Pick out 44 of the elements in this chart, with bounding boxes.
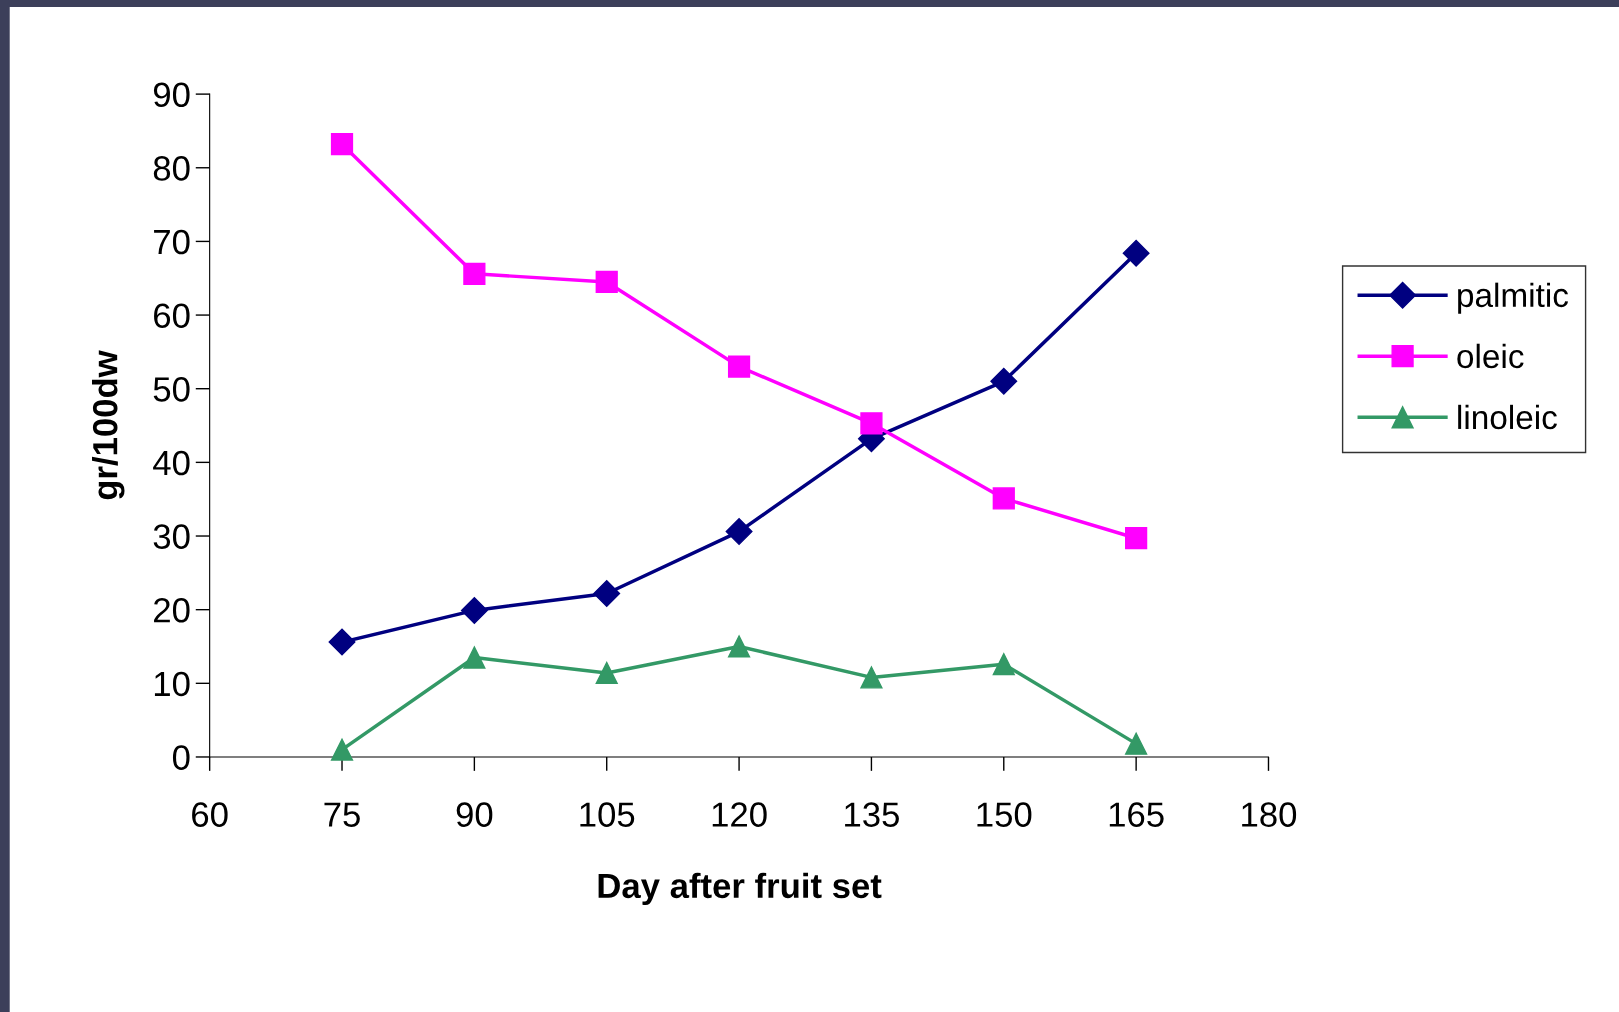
x-axis-title: Day after fruit set xyxy=(598,872,882,906)
x-tick-label: 165 xyxy=(1109,802,1164,827)
point xyxy=(595,661,618,685)
y-tick-label: 30 xyxy=(153,524,190,549)
y-tick-label: 90 xyxy=(153,82,190,108)
legend-label: oleic xyxy=(1457,343,1524,369)
point xyxy=(1125,732,1148,755)
y-tick-label: 80 xyxy=(153,156,190,181)
point xyxy=(463,262,486,285)
point xyxy=(725,518,753,546)
point xyxy=(1125,527,1148,550)
point xyxy=(860,412,883,435)
point xyxy=(1122,239,1150,267)
x-tick-label: 75 xyxy=(324,802,360,827)
point xyxy=(328,628,356,656)
x-tick-label: 120 xyxy=(712,802,767,827)
point xyxy=(727,355,751,378)
point xyxy=(330,133,354,156)
point xyxy=(463,646,486,669)
point xyxy=(990,367,1018,395)
x-tick-label: 150 xyxy=(977,802,1032,827)
point xyxy=(595,270,618,294)
y-tick-label: 50 xyxy=(153,377,190,402)
y-tick-label: 0 xyxy=(172,745,190,770)
point xyxy=(330,738,354,761)
x-tick-label: 105 xyxy=(580,802,635,827)
point xyxy=(460,596,488,624)
x-tick-label: 180 xyxy=(1242,802,1297,827)
legend-label: palmitic xyxy=(1458,282,1569,314)
y-tick-label: 20 xyxy=(154,598,190,623)
y-tick-label: 10 xyxy=(154,671,190,697)
legend-label: linoleic xyxy=(1458,404,1557,430)
point xyxy=(992,653,1015,676)
point xyxy=(992,487,1015,510)
x-tick-label: 60 xyxy=(192,802,228,827)
y-tick-label: 60 xyxy=(154,303,190,328)
y-tick-label: 40 xyxy=(153,450,190,476)
y-axis-title: gr/100dw xyxy=(92,350,125,500)
point xyxy=(860,666,883,689)
y-tick-label: 70 xyxy=(154,229,190,255)
x-tick-label: 135 xyxy=(845,802,899,827)
x-tick-label: 90 xyxy=(456,802,493,827)
point xyxy=(727,635,751,658)
point xyxy=(593,580,621,607)
